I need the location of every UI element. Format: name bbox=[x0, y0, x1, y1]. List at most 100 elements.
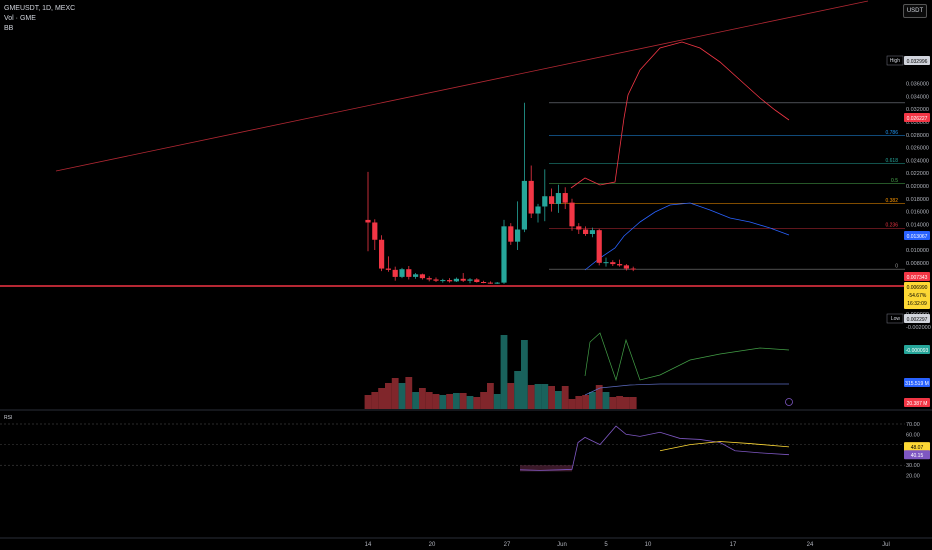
volume-bar bbox=[500, 335, 508, 409]
time-axis-label: 5 bbox=[604, 542, 608, 548]
chart-legend: GMEUSDT, 1D, MEXC Vol · GME BB bbox=[4, 4, 75, 34]
candle-body bbox=[589, 230, 595, 234]
osc-value-tag-bg bbox=[904, 345, 930, 354]
price-tick: 0.022000 bbox=[906, 171, 929, 177]
candle-body bbox=[426, 278, 432, 280]
candle-body bbox=[542, 196, 548, 207]
time-axis-label: 27 bbox=[504, 542, 511, 548]
volume-bar bbox=[629, 397, 637, 409]
fib-0-value-tag-bg bbox=[904, 272, 930, 281]
price-tick: 0.020000 bbox=[906, 184, 929, 190]
candle-body bbox=[494, 282, 500, 284]
candle-body bbox=[583, 229, 589, 234]
rsi-tick: 20.00 bbox=[906, 474, 920, 480]
volume-bar bbox=[432, 394, 440, 409]
candle-body bbox=[596, 230, 602, 263]
volume-bar bbox=[548, 386, 555, 409]
fib-236-value-tag: 0.013067 bbox=[907, 234, 928, 240]
candle-body bbox=[603, 262, 609, 264]
rsi-ma-value-tag: 48.07 bbox=[911, 445, 924, 451]
candle-body bbox=[453, 278, 459, 282]
candle-body bbox=[379, 239, 385, 269]
volume-bar bbox=[412, 392, 419, 409]
price-tick: 0.018000 bbox=[906, 197, 929, 203]
volume-bar bbox=[555, 391, 562, 409]
volume-bar bbox=[575, 396, 583, 409]
volume-bar bbox=[561, 386, 569, 409]
volume-bar bbox=[419, 388, 426, 409]
candle-body bbox=[555, 193, 561, 204]
fib-236-value-tag-bg bbox=[904, 231, 930, 240]
fib-label: 0.382 bbox=[885, 198, 898, 204]
volume-bar bbox=[487, 383, 494, 409]
candle-body bbox=[447, 280, 453, 282]
price-tick: 0.008000 bbox=[906, 261, 929, 267]
rsi-tick: 70.00 bbox=[906, 422, 920, 428]
candle-body bbox=[528, 180, 534, 214]
price-tick: 0.034000 bbox=[906, 94, 929, 100]
volume-bar bbox=[602, 392, 610, 409]
volume-bar bbox=[480, 392, 487, 409]
price-tick: 0.026000 bbox=[906, 146, 929, 152]
volume-bar bbox=[623, 397, 630, 409]
last-price-value: 0.006990 bbox=[907, 285, 928, 291]
volume-bar bbox=[507, 383, 515, 409]
time-axis-label: 17 bbox=[730, 542, 737, 548]
low-value-tag: 0.002297 bbox=[907, 317, 928, 323]
fib-label: 0.618 bbox=[885, 158, 898, 164]
price-tick: 0.014000 bbox=[906, 222, 929, 228]
last-price-box bbox=[904, 282, 930, 309]
candle-body bbox=[433, 279, 439, 281]
rsi-title: RSI bbox=[4, 415, 12, 421]
volume-bar bbox=[459, 393, 467, 409]
candle-body bbox=[562, 193, 568, 203]
candle-body bbox=[630, 268, 636, 270]
high-value-tag: 0.032996 bbox=[907, 59, 928, 65]
price-tick: 0.028000 bbox=[906, 133, 929, 139]
vol-value-tag-bg bbox=[904, 398, 930, 407]
candle-body bbox=[576, 226, 582, 230]
currency-button[interactable]: USDT bbox=[903, 4, 927, 18]
rsi-ma-line bbox=[659, 441, 790, 452]
candle-body bbox=[392, 269, 398, 277]
volume-bar bbox=[534, 384, 542, 409]
candle-body bbox=[501, 226, 507, 283]
price-tick: 0.024000 bbox=[906, 158, 929, 164]
last-price-change: -54.67% bbox=[908, 293, 927, 299]
price-tick: 0.010000 bbox=[906, 248, 929, 254]
high-tag-box bbox=[886, 55, 904, 66]
price-tick: -0.002000 bbox=[906, 325, 931, 331]
fib-label: 0.236 bbox=[885, 223, 898, 229]
time-axis-label: Jul bbox=[882, 542, 890, 548]
volume-bar bbox=[378, 388, 385, 409]
volume-legend[interactable]: Vol · GME bbox=[4, 15, 36, 22]
oscillator-line bbox=[584, 332, 790, 382]
vol-ma-value-tag-bg bbox=[904, 378, 930, 387]
symbol-legend[interactable]: GMEUSDT, 1D, MEXC bbox=[4, 5, 76, 12]
fib-786-value-tag: 0.026227 bbox=[907, 116, 928, 122]
fib-label: 0 bbox=[895, 264, 898, 270]
rsi-line bbox=[519, 425, 790, 471]
trend-line bbox=[55, 0, 869, 172]
oversold-fill bbox=[520, 465, 572, 472]
candle-body bbox=[481, 282, 487, 283]
volume-bar bbox=[616, 396, 623, 409]
volume-bar bbox=[595, 385, 603, 409]
volume-bar bbox=[527, 385, 535, 409]
volume-bar bbox=[493, 394, 501, 409]
bb-legend[interactable]: BB bbox=[4, 25, 14, 32]
volume-bar bbox=[514, 371, 521, 409]
time-axis-label: 10 bbox=[645, 542, 652, 548]
fib-label: 0.5 bbox=[891, 178, 898, 184]
rsi-value-tag-bg bbox=[904, 450, 930, 460]
high-tag: High bbox=[890, 58, 901, 64]
volume-bar bbox=[541, 384, 549, 409]
bb-upper-band bbox=[570, 41, 790, 189]
time-axis-label: 24 bbox=[807, 542, 814, 548]
candle-body bbox=[515, 229, 521, 242]
indicator-icon bbox=[785, 398, 793, 406]
candle-body bbox=[419, 274, 425, 279]
low-tag: Low bbox=[891, 316, 901, 322]
volume-bar bbox=[446, 394, 453, 409]
